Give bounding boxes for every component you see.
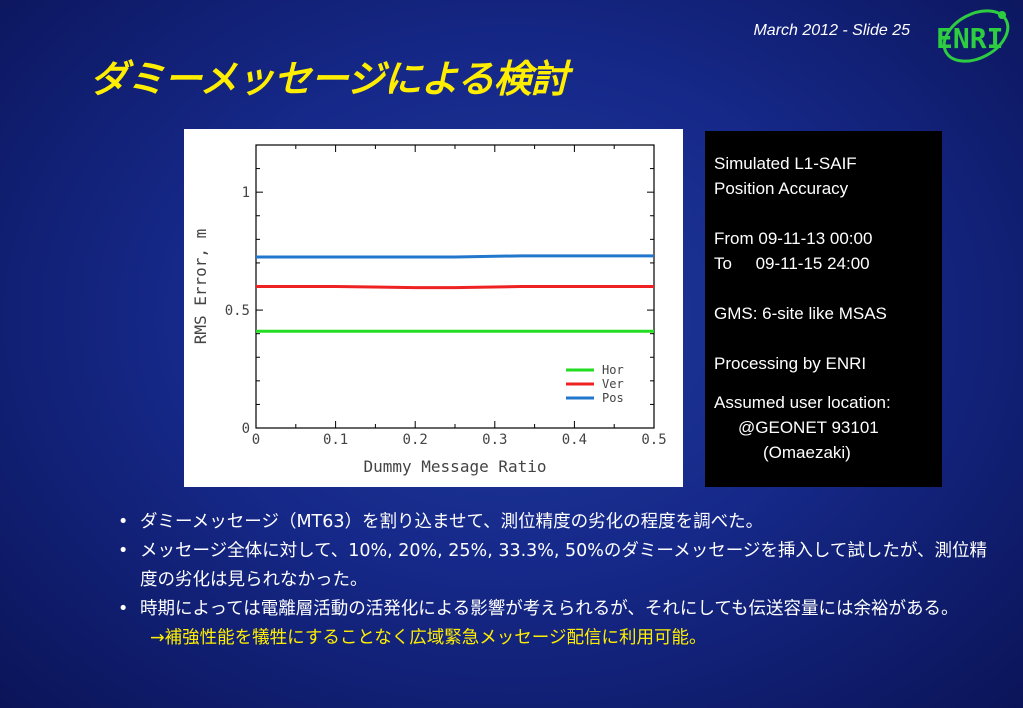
y-tick-label: 0	[242, 421, 250, 437]
chart-svg: 0 0.1 0.2 0.3 0.4 0.5 0 0.5 1 Dummy Message Ratio…	[191, 144, 667, 476]
bullet-item-3: • 時期によっては電離層活動の活発化による影響が考えられるが、それにしても伝送容…	[118, 595, 998, 624]
logo-text: ENRI	[936, 22, 1003, 55]
enri-logo: ENRI	[936, 9, 1010, 63]
x-tick-label: 0.2	[403, 432, 428, 448]
bullet-dot: •	[118, 541, 129, 561]
y-tick-label: 0.5	[225, 303, 250, 319]
x-tick-label: 0.5	[641, 432, 666, 448]
info-from: From 09-11-13 00:00	[714, 229, 873, 248]
rms-error-chart: 0 0.1 0.2 0.3 0.4 0.5 0 0.5 1 Dummy Message Ratio…	[184, 129, 683, 487]
conclusion-line: →補強性能を犠牲にすることなく広域緊急メッセージ配信に利用可能。	[150, 628, 707, 648]
legend-label-pos: Pos	[602, 391, 624, 405]
info-line-1: Simulated L1-SAIF	[714, 154, 857, 173]
y-tick-label: 1	[242, 185, 250, 201]
bullet-dot: •	[118, 599, 129, 619]
legend-label-ver: Ver	[602, 377, 624, 391]
info-gms: GMS: 6-site like MSAS	[714, 304, 887, 323]
info-processing: Processing by ENRI	[714, 354, 867, 373]
info-place: (Omaezaki)	[763, 443, 851, 462]
bullet-text-1: ダミーメッセージ（MT63）を割り込ませて、測位精度の劣化の程度を調べた。	[140, 512, 764, 532]
bullet-dot: •	[118, 512, 129, 532]
x-tick-label: 0.1	[323, 432, 348, 448]
bullet-text-3: 時期によっては電離層活動の活発化による影響が考えられるが、それにしても伝送容量に…	[140, 599, 959, 619]
info-geonet: @GEONET 93101	[738, 418, 879, 437]
info-assumed: Assumed user location:	[714, 393, 891, 412]
x-tick-label: 0.4	[562, 432, 587, 448]
bullet-item-2: • メッセージ全体に対して、10%, 20%, 25%, 33.3%, 50%の…	[118, 537, 998, 595]
bullet-text-2: メッセージ全体に対して、10%, 20%, 25%, 33.3%, 50%のダミ…	[140, 541, 988, 590]
bullet-item-1: • ダミーメッセージ（MT63）を割り込ませて、測位精度の劣化の程度を調べた。	[118, 508, 998, 537]
simulation-info-box: Simulated L1-SAIF Position Accuracy From…	[705, 131, 942, 487]
info-line-2: Position Accuracy	[714, 179, 849, 198]
bullet-list: • ダミーメッセージ（MT63）を割り込ませて、測位精度の劣化の程度を調べた。 …	[118, 508, 998, 653]
slide-date: March 2012 - Slide 25	[753, 22, 910, 39]
y-axis-label: RMS Error, m	[191, 229, 210, 345]
x-axis-label: Dummy Message Ratio	[363, 457, 546, 476]
info-to: To 09-11-15 24:00	[714, 254, 870, 273]
legend-label-hor: Hor	[602, 363, 624, 377]
series-line-ver	[256, 285, 654, 290]
x-tick-label: 0	[252, 432, 260, 448]
series-line-pos	[256, 254, 654, 259]
x-tick-label: 0.3	[482, 432, 507, 448]
slide-title: ダミーメッセージによる検討	[90, 57, 569, 101]
